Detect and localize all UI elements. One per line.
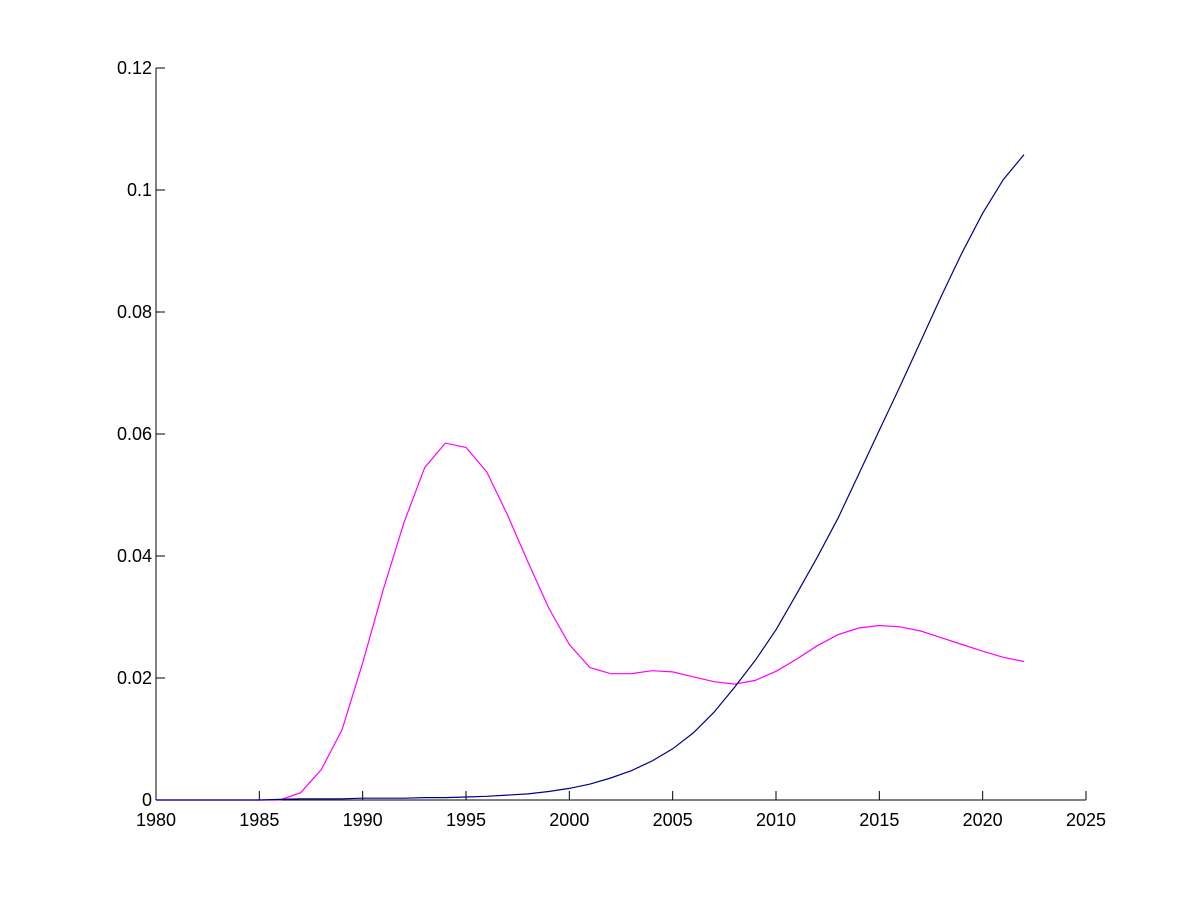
x-tick-label: 1980 (136, 810, 176, 830)
y-tick-label: 0.12 (117, 58, 152, 78)
x-tick-label: 2000 (549, 810, 589, 830)
x-tick-label: 1990 (343, 810, 383, 830)
x-tick-label: 1995 (446, 810, 486, 830)
x-tick-label: 1985 (239, 810, 279, 830)
y-tick-label: 0 (142, 790, 152, 810)
y-tick-label: 0.04 (117, 546, 152, 566)
y-tick-label: 0.1 (127, 180, 152, 200)
y-tick-label: 0.08 (117, 302, 152, 322)
y-tick-label: 0.06 (117, 424, 152, 444)
series-layer (156, 154, 1025, 801)
x-tick-label: 2020 (963, 810, 1003, 830)
x-tick-label: 2015 (859, 810, 899, 830)
x-tick-label: 2005 (653, 810, 693, 830)
x-tick-label: 2025 (1066, 810, 1106, 830)
y-tick-label: 0.02 (117, 668, 152, 688)
series-line-1 (156, 442, 1025, 801)
series-line-2 (156, 154, 1025, 801)
x-tick-label: 2010 (756, 810, 796, 830)
axes: 1980 1985 1990 1995 2000 2005 2010 2015 2020 2025… (117, 58, 1106, 830)
